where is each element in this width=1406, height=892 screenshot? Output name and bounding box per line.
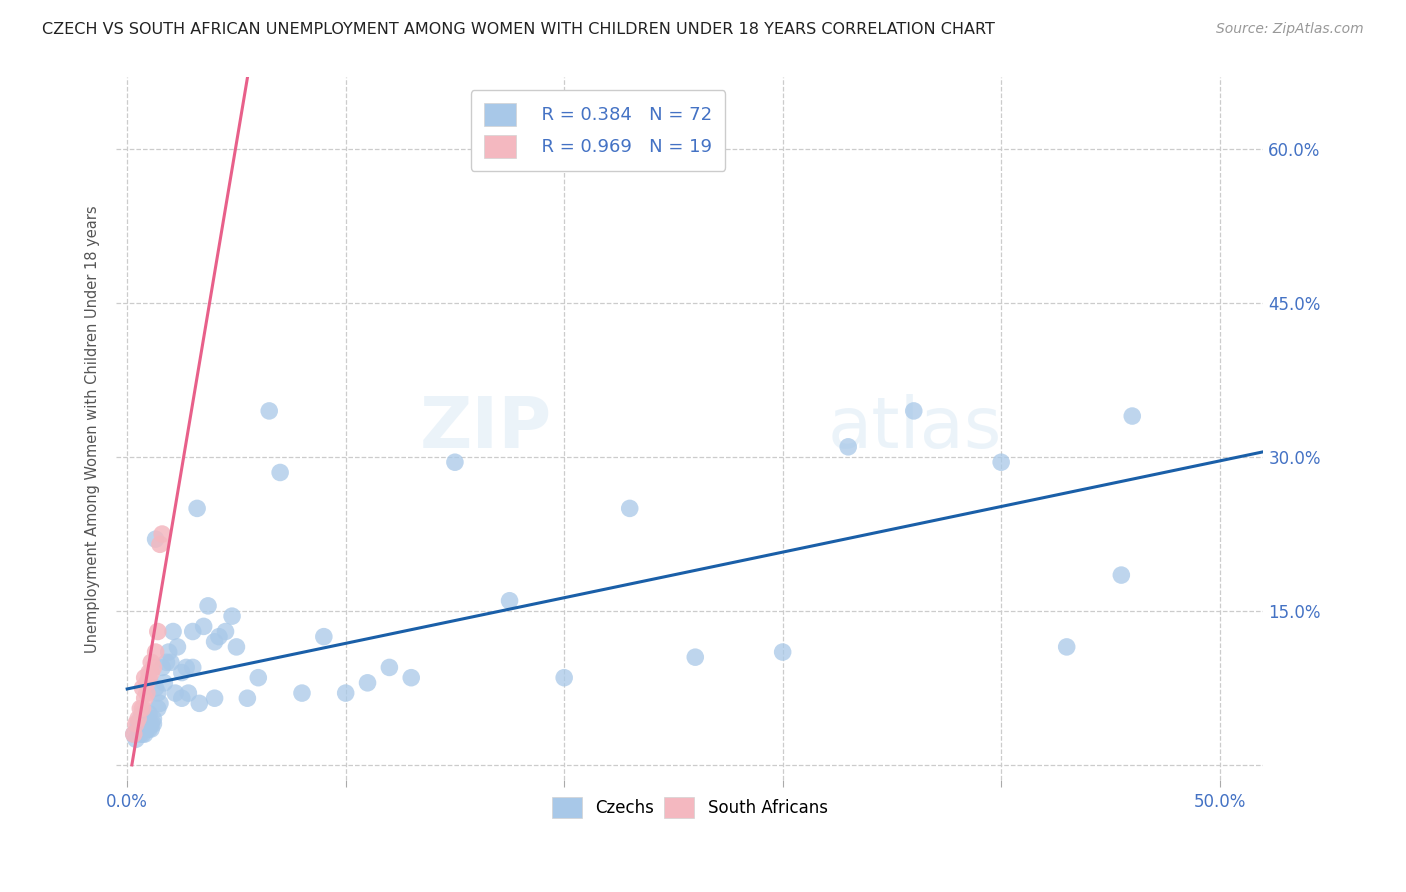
- Point: [135, 712, 157, 726]
- Point: [444, 455, 467, 469]
- Point: [356, 675, 378, 690]
- Text: CZECH VS SOUTH AFRICAN UNEMPLOYMENT AMONG WOMEN WITH CHILDREN UNDER 18 YEARS COR: CZECH VS SOUTH AFRICAN UNEMPLOYMENT AMON…: [42, 22, 995, 37]
- Point: [146, 624, 169, 639]
- Point: [150, 527, 173, 541]
- Point: [145, 645, 167, 659]
- Point: [1056, 640, 1078, 654]
- Point: [225, 640, 247, 654]
- Point: [208, 630, 231, 644]
- Point: [134, 727, 156, 741]
- Point: [138, 671, 160, 685]
- Point: [204, 691, 226, 706]
- Point: [127, 712, 149, 726]
- Point: [127, 722, 149, 736]
- Point: [181, 660, 204, 674]
- Text: ZIP: ZIP: [420, 394, 553, 463]
- Point: [162, 624, 184, 639]
- Point: [142, 712, 165, 726]
- Point: [131, 722, 153, 736]
- Point: [131, 706, 153, 721]
- Point: [181, 624, 204, 639]
- Point: [903, 404, 925, 418]
- Point: [1111, 568, 1133, 582]
- Point: [312, 630, 335, 644]
- Point: [149, 697, 172, 711]
- Point: [204, 634, 226, 648]
- Point: [134, 717, 156, 731]
- Point: [166, 640, 188, 654]
- Point: [138, 722, 160, 736]
- Point: [134, 691, 156, 706]
- Point: [772, 645, 794, 659]
- Point: [131, 727, 153, 741]
- Point: [335, 686, 357, 700]
- Point: [138, 706, 160, 721]
- Point: [122, 727, 145, 741]
- Point: [157, 645, 180, 659]
- Point: [131, 681, 153, 695]
- Point: [141, 655, 163, 669]
- Text: Source: ZipAtlas.com: Source: ZipAtlas.com: [1216, 22, 1364, 37]
- Point: [141, 665, 163, 680]
- Point: [141, 717, 163, 731]
- Point: [399, 671, 422, 685]
- Point: [247, 671, 270, 685]
- Point: [146, 701, 169, 715]
- Point: [125, 717, 148, 731]
- Point: [149, 537, 172, 551]
- Point: [170, 691, 193, 706]
- Point: [141, 722, 163, 736]
- Point: [127, 717, 149, 731]
- Point: [990, 455, 1012, 469]
- Point: [129, 701, 152, 715]
- Point: [145, 532, 167, 546]
- Point: [131, 701, 153, 715]
- Point: [134, 671, 156, 685]
- Point: [174, 660, 197, 674]
- Text: atlas: atlas: [828, 394, 1002, 463]
- Point: [269, 466, 291, 480]
- Point: [498, 593, 520, 607]
- Point: [142, 717, 165, 731]
- Point: [1121, 409, 1143, 423]
- Point: [170, 665, 193, 680]
- Point: [186, 501, 208, 516]
- Point: [291, 686, 314, 700]
- Point: [378, 660, 401, 674]
- Point: [135, 686, 157, 700]
- Point: [193, 619, 215, 633]
- Point: [837, 440, 859, 454]
- Point: [685, 650, 707, 665]
- Point: [553, 671, 575, 685]
- Point: [135, 722, 157, 736]
- Point: [135, 675, 157, 690]
- Point: [134, 722, 156, 736]
- Point: [146, 686, 169, 700]
- Point: [138, 665, 160, 680]
- Point: [155, 655, 177, 669]
- Point: [122, 727, 145, 741]
- Point: [150, 660, 173, 674]
- Point: [165, 686, 187, 700]
- Point: [188, 697, 211, 711]
- Point: [129, 712, 152, 726]
- Point: [129, 727, 152, 741]
- Point: [145, 681, 167, 695]
- Point: [619, 501, 641, 516]
- Point: [221, 609, 243, 624]
- Point: [138, 717, 160, 731]
- Point: [257, 404, 280, 418]
- Point: [125, 732, 148, 747]
- Point: [142, 660, 165, 674]
- Point: [236, 691, 259, 706]
- Point: [153, 675, 176, 690]
- Legend: Czechs, South Africans: Czechs, South Africans: [546, 790, 834, 825]
- Point: [197, 599, 219, 613]
- Point: [160, 655, 183, 669]
- Y-axis label: Unemployment Among Women with Children Under 18 years: Unemployment Among Women with Children U…: [86, 205, 100, 653]
- Point: [214, 624, 236, 639]
- Point: [177, 686, 200, 700]
